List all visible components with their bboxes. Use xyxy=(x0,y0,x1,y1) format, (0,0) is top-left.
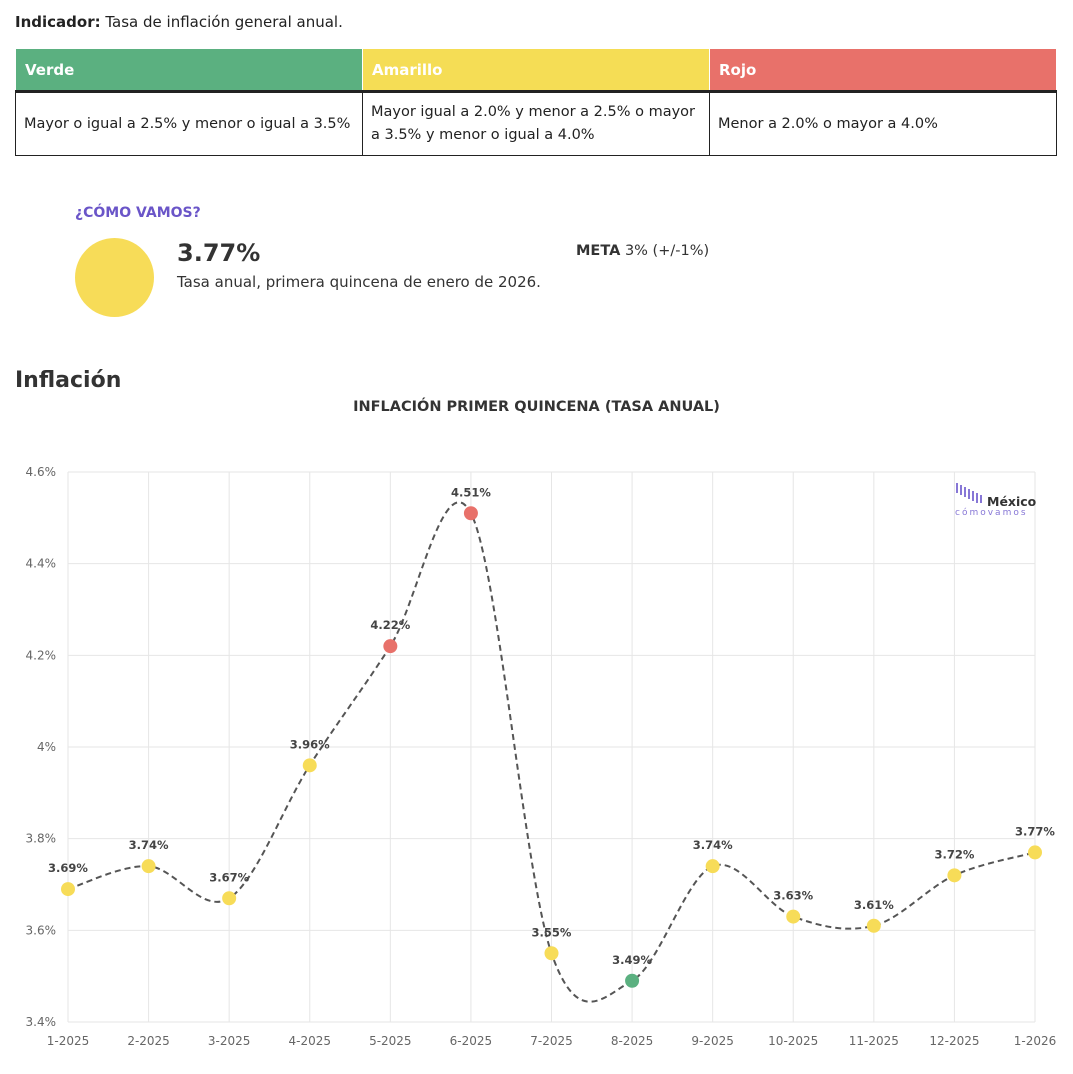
data-label: 3.96% xyxy=(290,737,330,751)
y-tick-label: 4% xyxy=(37,740,56,754)
indicator-line: Indicador: Tasa de inflación general anu… xyxy=(15,13,343,31)
data-point xyxy=(463,506,478,521)
data-label: 3.69% xyxy=(48,861,88,875)
thresholds-table: Verde Amarillo Rojo Mayor o igual a 2.5%… xyxy=(15,49,1057,156)
section-title: Inflación xyxy=(15,368,122,393)
status-heading: ¿CÓMO VAMOS? xyxy=(75,205,201,221)
series-line xyxy=(67,501,1036,1003)
x-tick-label: 8-2025 xyxy=(611,1034,654,1048)
indicator-text: Tasa de inflación general anual. xyxy=(105,13,343,31)
logo-bars-icon xyxy=(956,483,982,503)
data-point xyxy=(786,909,801,924)
logo-text-comovamos: cómovamos xyxy=(955,508,1028,518)
y-tick-label: 4.2% xyxy=(26,648,57,662)
threshold-header-rojo: Rojo xyxy=(709,49,1057,92)
x-tick-label: 1-2026 xyxy=(1014,1034,1057,1048)
threshold-header-verde: Verde xyxy=(15,49,363,92)
status-indicator-dot xyxy=(75,238,154,317)
data-label: 3.67% xyxy=(209,870,249,884)
data-label: 4.51% xyxy=(451,485,491,499)
data-label: 3.49% xyxy=(612,953,652,967)
data-point xyxy=(1028,845,1042,860)
chart-title: INFLACIÓN PRIMER QUINCENA (TASA ANUAL) xyxy=(353,399,720,415)
data-point xyxy=(705,859,720,874)
y-tick-label: 3.8% xyxy=(26,832,57,846)
data-label: 3.77% xyxy=(1015,824,1055,838)
x-tick-label: 7-2025 xyxy=(530,1034,573,1048)
inflation-line-chart: 3.4% 3.6% 3.8% 4% 4.2% 4.4% 4.6% 1-2025 2-2025 3-… xyxy=(26,465,1057,1048)
meta-value: 3% (+/-1%) xyxy=(624,243,710,259)
status-description: Tasa anual, primera quincena de enero de… xyxy=(177,273,541,291)
x-tick-label: 3-2025 xyxy=(208,1034,251,1048)
x-tick-label: 1-2025 xyxy=(47,1034,90,1048)
data-point xyxy=(625,973,640,988)
threshold-desc-verde: Mayor o igual a 2.5% y menor o igual a 3… xyxy=(15,90,363,156)
y-tick-label: 4.6% xyxy=(26,465,57,479)
x-tick-label: 6-2025 xyxy=(450,1034,493,1048)
data-point xyxy=(383,639,398,654)
x-tick-label: 11-2025 xyxy=(849,1034,899,1048)
x-tick-label: 5-2025 xyxy=(369,1034,412,1048)
x-tick-label: 2-2025 xyxy=(127,1034,170,1048)
data-point xyxy=(947,868,962,883)
x-tick-label: 10-2025 xyxy=(768,1034,818,1048)
data-label: 4.22% xyxy=(370,618,410,632)
data-label: 3.72% xyxy=(934,847,974,861)
indicator-label: Indicador: xyxy=(15,13,101,31)
data-point xyxy=(141,859,156,874)
y-tick-label: 3.4% xyxy=(26,1015,57,1029)
data-label: 3.74% xyxy=(129,838,169,852)
x-tick-label: 9-2025 xyxy=(691,1034,734,1048)
meta-target: META 3% (+/-1%) xyxy=(576,243,709,259)
data-point xyxy=(61,882,75,897)
threshold-header-amarillo: Amarillo xyxy=(362,49,710,92)
y-tick-label: 4.4% xyxy=(26,557,57,571)
data-label: 3.74% xyxy=(693,838,733,852)
x-tick-label: 12-2025 xyxy=(929,1034,979,1048)
data-label: 3.55% xyxy=(532,925,572,939)
mexico-como-vamos-logo: México cómovamos xyxy=(953,482,1043,522)
data-point xyxy=(866,918,881,933)
data-point xyxy=(222,891,237,906)
status-value: 3.77% xyxy=(177,239,261,267)
data-point xyxy=(544,946,559,961)
meta-label: META xyxy=(576,243,621,259)
data-point xyxy=(302,758,317,773)
y-tick-label: 3.6% xyxy=(26,923,57,937)
data-label: 3.61% xyxy=(854,898,894,912)
logo-text-mexico: México xyxy=(987,494,1037,509)
x-tick-label: 4-2025 xyxy=(288,1034,331,1048)
data-label: 3.63% xyxy=(773,889,813,903)
threshold-desc-amarillo: Mayor igual a 2.0% y menor a 2.5% o mayo… xyxy=(362,90,710,156)
threshold-desc-rojo: Menor a 2.0% o mayor a 4.0% xyxy=(709,90,1057,156)
